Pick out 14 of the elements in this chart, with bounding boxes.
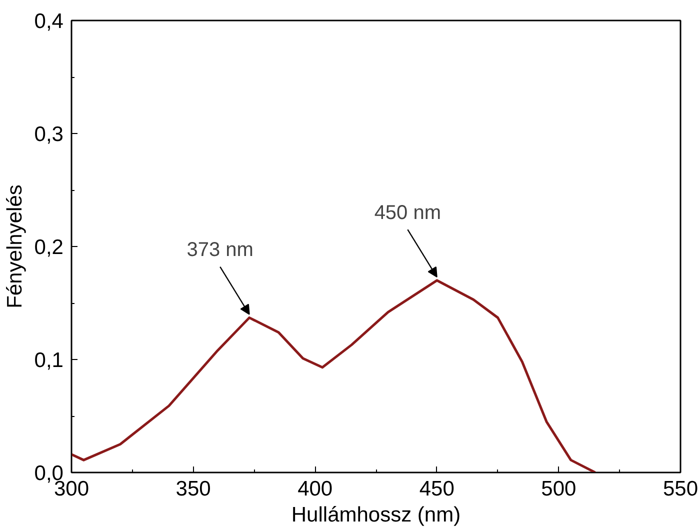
x-tick-label: 350	[176, 478, 211, 500]
x-axis-title: Hullámhossz (nm)	[291, 504, 461, 526]
annotation: 450 nm	[374, 202, 442, 224]
x-tick-label: 500	[541, 478, 576, 500]
y-axis-title: Fényelnyelés	[3, 184, 26, 308]
x-tick-label: 400	[298, 478, 333, 500]
annotation: 373 nm	[186, 239, 254, 262]
x-tick-label: 550	[662, 478, 698, 500]
y-tick-label: 0,1	[34, 349, 64, 372]
y-tick-label: 0,4	[34, 10, 64, 33]
y-tick-label: 0,3	[34, 123, 64, 146]
x-tick-label: 450	[419, 478, 454, 500]
line-series	[72, 279, 596, 472]
y-tick-label: 0,2	[34, 236, 64, 259]
